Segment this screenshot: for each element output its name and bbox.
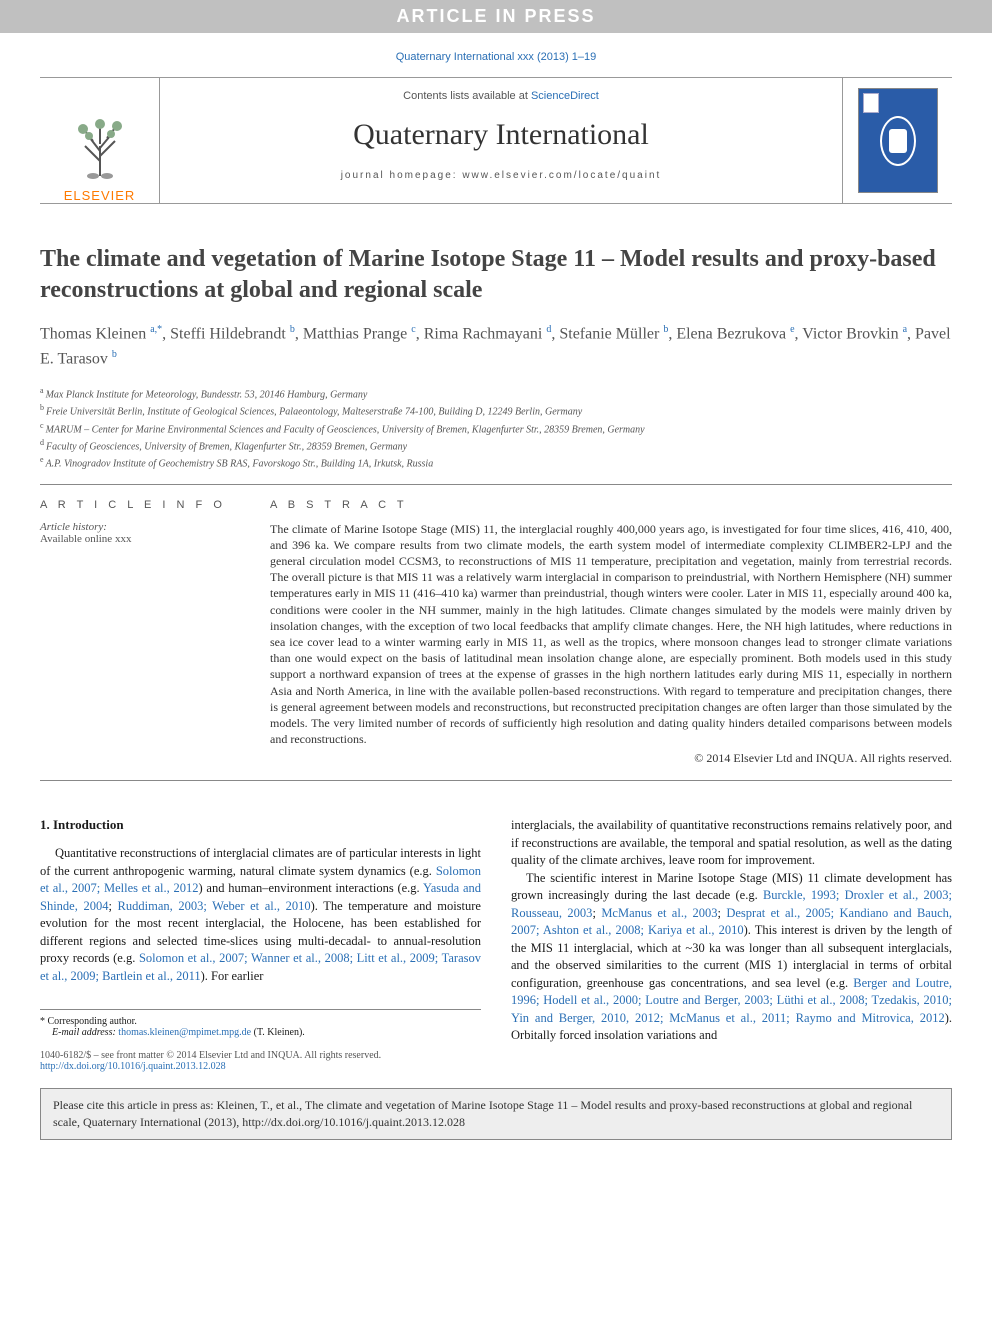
corresponding-author-footnote: * Corresponding author. E-mail address: … [40, 1009, 481, 1038]
abstract-copyright: © 2014 Elsevier Ltd and INQUA. All right… [270, 751, 952, 766]
affiliations: aMax Planck Institute for Meteorology, B… [40, 385, 952, 472]
cite-as-box: Please cite this article in press as: Kl… [40, 1088, 952, 1140]
divider [40, 484, 952, 485]
body-paragraph: The scientific interest in Marine Isotop… [511, 870, 952, 1045]
article-title: The climate and vegetation of Marine Iso… [40, 244, 952, 306]
journal-name: Quaternary International [160, 118, 842, 152]
corr-email-link[interactable]: thomas.kleinen@mpimet.mpg.de [118, 1027, 251, 1038]
elsevier-logo-cell: ELSEVIER [40, 78, 160, 203]
divider [40, 780, 952, 781]
article-info-label: A R T I C L E I N F O [40, 499, 240, 511]
abstract-block: A B S T R A C T The climate of Marine Is… [270, 499, 952, 767]
journal-homepage-line: journal homepage: www.elsevier.com/locat… [160, 170, 842, 181]
article-info-block: A R T I C L E I N F O Article history: A… [40, 499, 240, 767]
available-online: Available online xxx [40, 533, 240, 545]
front-matter-line: 1040-6182/$ – see front matter © 2014 El… [40, 1050, 481, 1061]
author-list: Thomas Kleinen a,*, Steffi Hildebrandt b… [40, 322, 952, 371]
email-suffix: (T. Kleinen). [251, 1027, 305, 1038]
doi-link[interactable]: http://dx.doi.org/10.1016/j.quaint.2013.… [40, 1061, 226, 1072]
abstract-label: A B S T R A C T [270, 499, 952, 511]
top-citation-line: Quaternary International xxx (2013) 1–19 [0, 33, 992, 77]
article-in-press-banner: ARTICLE IN PRESS [0, 0, 992, 33]
sciencedirect-link[interactable]: ScienceDirect [531, 90, 599, 102]
abstract-text: The climate of Marine Isotope Stage (MIS… [270, 521, 952, 748]
doi-block: 1040-6182/$ – see front matter © 2014 El… [40, 1050, 481, 1072]
journal-cover-thumb [842, 78, 952, 203]
body-paragraph: Quantitative reconstructions of intergla… [40, 845, 481, 985]
section-heading-intro: 1. Introduction [40, 817, 481, 833]
elsevier-wordmark: ELSEVIER [64, 188, 136, 203]
contents-available-line: Contents lists available at ScienceDirec… [160, 90, 842, 102]
article-history-label: Article history: [40, 521, 240, 533]
body-paragraph: interglacials, the availability of quant… [511, 817, 952, 870]
journal-homepage-url[interactable]: www.elsevier.com/locate/quaint [462, 170, 661, 181]
elsevier-tree-icon [65, 116, 135, 186]
journal-header: ELSEVIER Contents lists available at Sci… [40, 77, 952, 204]
body-two-column: 1. Introduction Quantitative reconstruct… [40, 817, 952, 1088]
corr-author-line: * Corresponding author. [40, 1016, 481, 1027]
email-label: E-mail address: [52, 1027, 118, 1038]
